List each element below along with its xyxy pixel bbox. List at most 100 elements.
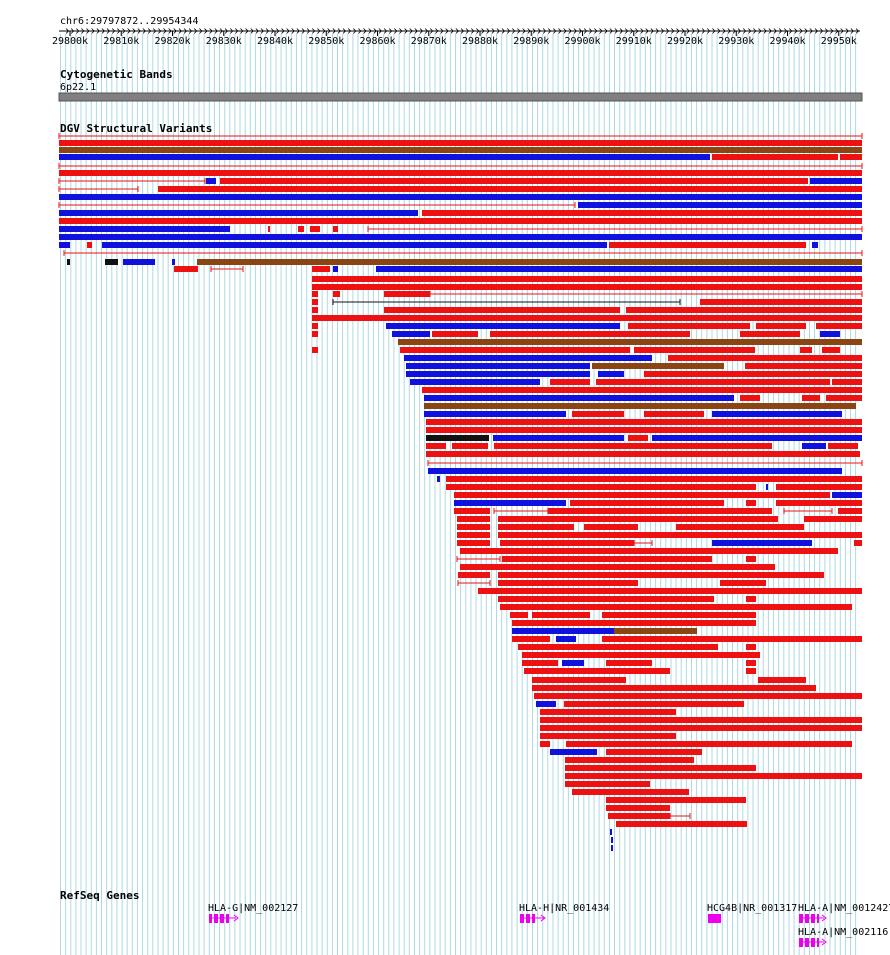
variant-segment[interactable] — [565, 773, 862, 779]
variant-segment[interactable] — [606, 749, 702, 755]
variant-segment[interactable] — [384, 291, 430, 297]
variant-segment[interactable] — [822, 347, 840, 353]
variant-segment[interactable] — [766, 484, 768, 490]
variant-segment[interactable] — [123, 259, 155, 265]
variant-segment[interactable] — [840, 154, 862, 160]
gene-hla-a-1[interactable]: HLA-A|NM_001242758 — [798, 903, 890, 923]
variant-segment[interactable] — [206, 178, 216, 184]
variant-segment[interactable] — [454, 500, 566, 506]
variant-segment[interactable] — [565, 781, 650, 787]
variant-segment[interactable] — [59, 140, 862, 146]
variant-segment[interactable] — [510, 612, 528, 618]
variant-segment[interactable] — [446, 476, 862, 482]
variant-segment[interactable] — [384, 307, 620, 313]
variant-segment[interactable] — [59, 218, 862, 224]
variant-segment[interactable] — [105, 259, 118, 265]
variant-segment[interactable] — [422, 210, 862, 216]
gene-glyph-hla-a-2[interactable] — [799, 938, 827, 947]
variant-segment[interactable] — [59, 154, 710, 160]
variant-segment[interactable] — [386, 323, 620, 329]
variant-segment[interactable] — [720, 580, 766, 586]
variant-segment[interactable] — [410, 379, 540, 385]
variant-segment[interactable] — [404, 355, 652, 361]
variant-segment[interactable] — [712, 411, 842, 417]
variant-segment[interactable] — [426, 443, 446, 449]
variant-segment[interactable] — [740, 395, 760, 401]
variant-segment[interactable] — [626, 307, 862, 313]
variant-segment[interactable] — [700, 299, 862, 305]
ruler[interactable]: chr6:29797872..29954344 29800k 29810k 2982… — [52, 16, 860, 47]
variant-segment[interactable] — [59, 234, 862, 240]
variant-segment[interactable] — [502, 556, 712, 562]
variant-segment[interactable] — [712, 154, 838, 160]
variant-segment[interactable] — [572, 411, 624, 417]
variant-segment[interactable] — [498, 572, 824, 578]
variant-segment[interactable] — [644, 411, 704, 417]
variant-segment[interactable] — [457, 524, 490, 530]
variant-segment[interactable] — [592, 363, 724, 369]
variant-segment[interactable] — [610, 829, 612, 835]
variant-segment[interactable] — [59, 170, 862, 176]
variant-segment[interactable] — [522, 660, 558, 666]
variant-segment[interactable] — [426, 419, 862, 425]
variant-segment[interactable] — [602, 636, 862, 642]
variant-segment[interactable] — [457, 516, 490, 522]
gene-hcg4b[interactable]: HCG4B|NR_001317 — [707, 903, 797, 923]
variant-segment[interactable] — [746, 644, 756, 650]
variant-segment[interactable] — [376, 266, 862, 272]
variant-segment[interactable] — [540, 725, 862, 731]
variant-segment[interactable] — [312, 307, 318, 313]
variant-segment[interactable] — [59, 242, 70, 248]
gene-hla-g[interactable]: HLA-G|NM_002127 — [208, 903, 298, 923]
variant-segment[interactable] — [802, 443, 826, 449]
variant-segment[interactable] — [333, 226, 338, 232]
gene-glyph-hcg4b[interactable] — [708, 914, 721, 923]
variant-segment[interactable] — [437, 476, 440, 482]
variant-segment[interactable] — [611, 837, 613, 843]
variant-segment[interactable] — [498, 580, 638, 586]
variant-segment[interactable] — [312, 331, 318, 337]
variant-segment[interactable] — [333, 266, 338, 272]
variant-segment[interactable] — [424, 403, 856, 409]
variant-segment[interactable] — [812, 242, 818, 248]
variant-segment[interactable] — [457, 532, 490, 538]
variant-segment[interactable] — [426, 427, 862, 433]
variant-segment[interactable] — [460, 564, 775, 570]
variant-segment[interactable] — [59, 194, 862, 200]
variant-segment[interactable] — [602, 612, 756, 618]
variant-segment[interactable] — [550, 379, 590, 385]
variant-segment[interactable] — [608, 813, 670, 819]
variant-segment[interactable] — [540, 733, 676, 739]
variant-segment[interactable] — [426, 435, 489, 441]
variant-segment[interactable] — [172, 259, 175, 265]
variant-segment[interactable] — [512, 620, 756, 626]
variant-segment[interactable] — [746, 556, 756, 562]
variant-segment[interactable] — [498, 516, 778, 522]
cytoband-bar[interactable] — [58, 92, 863, 102]
variant-segment[interactable] — [746, 668, 756, 674]
variant-segment[interactable] — [424, 411, 566, 417]
variant-segment[interactable] — [312, 276, 862, 282]
variant-segment[interactable] — [566, 741, 852, 747]
variant-segment[interactable] — [59, 226, 230, 232]
variant-segment[interactable] — [498, 532, 862, 538]
variant-segment[interactable] — [500, 604, 852, 610]
variant-segment[interactable] — [460, 548, 838, 554]
variant-segment[interactable] — [312, 291, 318, 297]
variant-segment[interactable] — [676, 524, 804, 530]
variant-segment[interactable] — [854, 540, 862, 546]
variant-segment[interactable] — [512, 636, 550, 642]
variant-segment[interactable] — [584, 524, 638, 530]
variant-segment[interactable] — [634, 347, 755, 353]
variant-segment[interactable] — [800, 347, 812, 353]
variant-segment[interactable] — [628, 323, 750, 329]
variant-segment[interactable] — [310, 226, 320, 232]
variant-segment[interactable] — [820, 331, 840, 337]
variant-segment[interactable] — [810, 178, 862, 184]
variant-segment[interactable] — [424, 395, 734, 401]
variant-segment[interactable] — [746, 596, 756, 602]
variant-segment[interactable] — [522, 652, 760, 658]
variant-segment[interactable] — [832, 379, 862, 385]
variant-segment[interactable] — [406, 371, 590, 377]
variant-segment[interactable] — [606, 797, 746, 803]
